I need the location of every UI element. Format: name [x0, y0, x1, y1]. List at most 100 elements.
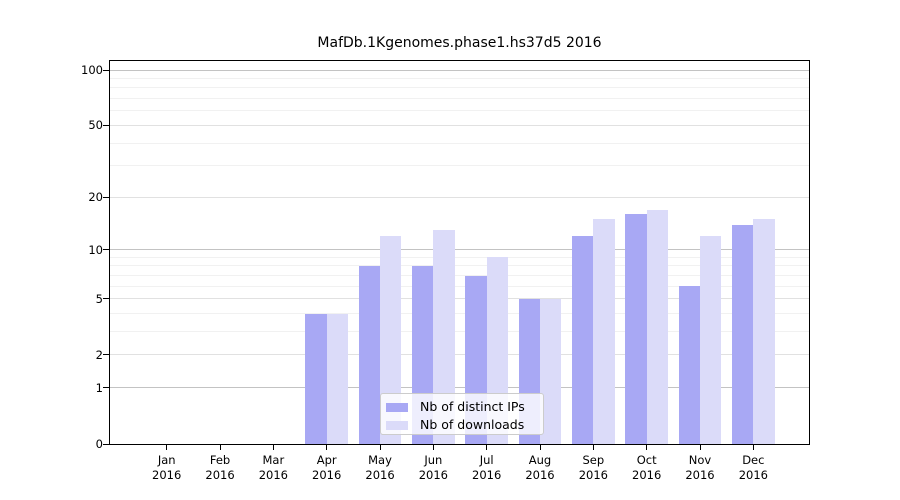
- gridline-minor-90: [110, 78, 809, 80]
- chart-title: MafDb.1Kgenomes.phase1.hs37d5 2016: [317, 35, 602, 51]
- bar-downloads-may: [380, 236, 402, 444]
- x-tick-label-jan: Jan 2016: [140, 453, 194, 483]
- y-tick-label-10: 10: [88, 242, 103, 257]
- x-tick-label-month-dec: Dec: [742, 453, 765, 467]
- x-tick-label-year-oct: 2016: [632, 468, 662, 482]
- x-tick-label-year-may: 2016: [365, 468, 395, 482]
- gridline-minor-70: [110, 98, 809, 100]
- gridline-minor-60: [110, 110, 809, 112]
- gridline-mid-5: [110, 298, 809, 300]
- legend-label-distinct-ips: Nb of distinct IPs: [420, 399, 525, 414]
- x-tick-label-year-aug: 2016: [525, 468, 555, 482]
- y-tick-label-5: 5: [95, 291, 103, 306]
- x-tick-label-year-nov: 2016: [685, 468, 715, 482]
- x-tick-label-year-jun: 2016: [418, 468, 448, 482]
- bar-ips-apr: [305, 313, 327, 444]
- x-tick-label-month-aug: Aug: [528, 453, 552, 467]
- gridline-mid-20: [110, 196, 809, 198]
- x-tick-label-year-jan: 2016: [152, 468, 182, 482]
- x-tick-label-year-apr: 2016: [312, 468, 342, 482]
- y-tick-label-0: 0: [95, 437, 103, 451]
- bar-downloads-apr: [326, 313, 348, 444]
- x-tick-may: [379, 445, 381, 450]
- y-tick-label-2: 2: [95, 347, 103, 362]
- bar-downloads-jun: [433, 230, 455, 444]
- x-tick-jun: [432, 445, 434, 450]
- x-tick-label-month-oct: Oct: [636, 453, 657, 467]
- gridline-minor-7: [110, 275, 809, 277]
- x-tick-label-month-may: May: [368, 453, 392, 467]
- bar-downloads-nov: [700, 236, 722, 444]
- x-tick-label-dec: Dec 2016: [726, 453, 780, 483]
- x-tick-label-month-mar: Mar: [262, 453, 285, 467]
- x-tick-label-sep: Sep 2016: [566, 453, 620, 483]
- x-tick-label-month-jan: Jan: [157, 453, 176, 467]
- x-tick-label-oct: Oct 2016: [620, 453, 674, 483]
- x-tick-jul: [486, 445, 488, 450]
- x-tick-label-jul: Jul 2016: [460, 453, 514, 483]
- gridline-minor-6: [110, 285, 809, 287]
- bar-ips-nov: [678, 286, 700, 444]
- legend: Nb of distinct IPs Nb of downloads: [380, 393, 544, 435]
- x-tick-feb: [219, 445, 221, 450]
- x-tick-label-aug: Aug 2016: [513, 453, 567, 483]
- gridline-minor-9: [110, 256, 809, 258]
- x-tick-label-month-nov: Nov: [688, 453, 712, 467]
- x-tick-label-feb: Feb 2016: [193, 453, 247, 483]
- gridline-minor-8: [110, 265, 809, 267]
- gridline-mid-2: [110, 354, 809, 356]
- gridline-minor-40: [110, 142, 809, 144]
- bar-downloads-oct: [646, 209, 668, 444]
- x-tick-sep: [592, 445, 594, 450]
- gridline-minor-3: [110, 331, 809, 333]
- x-tick-label-year-dec: 2016: [738, 468, 768, 482]
- bar-downloads-dec: [753, 219, 775, 444]
- gridline-decade-1: [110, 387, 809, 389]
- gridline-decade-10: [110, 249, 809, 251]
- x-tick-label-mar: Mar 2016: [246, 453, 300, 483]
- x-tick-apr: [326, 445, 328, 450]
- legend-swatch-distinct-ips: [386, 402, 408, 412]
- x-tick-label-month-sep: Sep: [582, 453, 605, 467]
- x-tick-label-apr: Apr 2016: [300, 453, 354, 483]
- bar-downloads-aug: [540, 298, 562, 444]
- x-tick-label-year-jul: 2016: [472, 468, 502, 482]
- y-tick-label-1: 1: [95, 380, 103, 395]
- y-tick-label-50: 50: [88, 118, 103, 133]
- gridline-minor-30: [110, 165, 809, 167]
- legend-item-downloads: Nb of downloads: [386, 416, 543, 434]
- plot-area: Nb of distinct IPs Nb of downloads: [109, 60, 810, 445]
- x-tick-aug: [539, 445, 541, 450]
- gridline-minor-4: [110, 313, 809, 315]
- bar-ips-sep: [572, 236, 594, 444]
- legend-swatch-downloads: [386, 420, 408, 430]
- gridline-minor-80: [110, 87, 809, 89]
- legend-label-downloads: Nb of downloads: [420, 417, 525, 432]
- x-tick-label-month-apr: Apr: [316, 453, 337, 467]
- legend-item-distinct-ips: Nb of distinct IPs: [386, 398, 543, 416]
- bar-downloads-sep: [593, 219, 615, 444]
- gridlines-layer: [110, 61, 809, 444]
- x-tick-label-may: May 2016: [353, 453, 407, 483]
- bar-ips-dec: [732, 224, 754, 444]
- x-tick-label-jun: Jun 2016: [406, 453, 460, 483]
- bar-ips-oct: [625, 214, 647, 444]
- x-tick-nov: [699, 445, 701, 450]
- y-tick-label-100: 100: [81, 63, 103, 78]
- x-tick-label-nov: Nov 2016: [673, 453, 727, 483]
- x-tick-mar: [272, 445, 274, 450]
- x-tick-jan: [166, 445, 168, 450]
- gridline-decade-100: [110, 69, 809, 71]
- x-tick-label-month-jul: Jul: [479, 453, 494, 467]
- x-tick-label-month-jun: Jun: [424, 453, 443, 467]
- bars-layer: [110, 61, 809, 444]
- x-tick-dec: [752, 445, 754, 450]
- x-tick-label-year-feb: 2016: [205, 468, 235, 482]
- y-tick-label-20: 20: [88, 190, 103, 205]
- bar-ips-may: [358, 266, 381, 444]
- x-tick-label-month-feb: Feb: [209, 453, 231, 467]
- gridline-mid-50: [110, 124, 809, 126]
- x-tick-oct: [646, 445, 648, 450]
- x-tick-label-year-mar: 2016: [258, 468, 288, 482]
